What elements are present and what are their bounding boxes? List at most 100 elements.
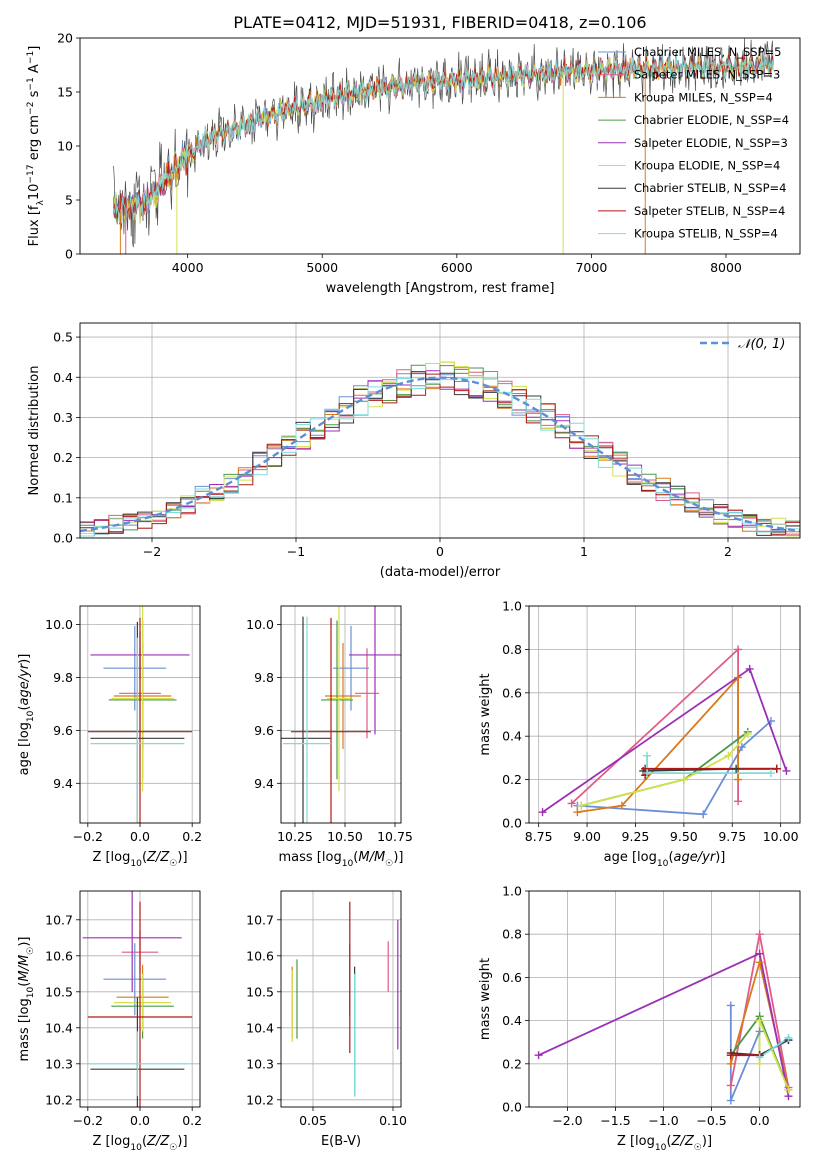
y-tick-label: 10.6 [45, 948, 73, 963]
weight-marker [573, 808, 582, 817]
weight-marker [726, 1051, 735, 1060]
weight-marker [726, 1001, 735, 1010]
axes-frame [79, 37, 801, 255]
x-tick-label: 0.2 [182, 829, 202, 844]
y-axis-label: mass [log10(M/M☉)] [17, 937, 36, 1062]
weight-marker [755, 1027, 764, 1036]
x-tick-label: 9.50 [670, 829, 698, 844]
y-tick-label: 10 [57, 139, 73, 154]
legend-entry: Kroupa ELODIE, N_SSP=4 [634, 159, 780, 173]
y-tick-label: 0.4 [502, 1013, 522, 1028]
y-tick-label: 20 [57, 31, 73, 46]
y-tick-label: 9.8 [53, 670, 73, 685]
weight-line-0 [577, 720, 772, 816]
x-tick-label: 0.0 [130, 829, 150, 844]
errorbar-point [113, 973, 172, 1032]
y-tick-label: 0.0 [502, 816, 522, 831]
x-tick-label: −2 [143, 544, 161, 559]
weight-marker [577, 801, 586, 810]
weight-marker [567, 799, 576, 808]
y-tick-label: 0.0 [53, 531, 73, 546]
weight-marker [726, 1096, 735, 1105]
residual-hist-8 [80, 377, 800, 537]
y-axis-label: mass weight [478, 673, 493, 755]
legend-entry: Salpeter STELIB, N_SSP=4 [634, 204, 785, 218]
weight-marker [726, 1081, 735, 1090]
plot-area-weight-vs-age [529, 606, 800, 823]
figure-title: PLATE=0412, MJD=51931, FIBERID=0418, z=0… [233, 13, 646, 32]
weight-marker [643, 751, 652, 760]
weight-marker [734, 645, 743, 654]
errorbar-point [87, 901, 193, 1107]
y-tick-label: 0.3 [53, 410, 73, 425]
weight-marker [699, 810, 708, 819]
y-tick-label: 9.6 [254, 723, 274, 738]
weight-marker [643, 769, 652, 778]
weight-marker [737, 743, 746, 752]
normal-curve [80, 376, 800, 533]
x-tick-label: 2 [724, 544, 732, 559]
weight-marker [755, 949, 764, 958]
errorbar-point [111, 606, 174, 792]
y-tick-label: 9.8 [254, 670, 274, 685]
x-tick-label: −1.0 [648, 1113, 678, 1128]
x-tick-label: 7000 [575, 260, 607, 275]
y-tick-label: 9.4 [53, 776, 73, 791]
y-tick-label: 10.7 [45, 912, 73, 927]
weight-marker [617, 801, 626, 810]
weight-marker [766, 769, 775, 778]
y-tick-label: 0.4 [53, 370, 73, 385]
weight-marker [755, 1053, 764, 1062]
x-tick-label: 10.25 [277, 829, 313, 844]
x-tick-label: 9.75 [718, 829, 746, 844]
y-tick-label: 10.7 [246, 912, 274, 927]
weight-marker [732, 764, 741, 773]
axes-weight-vs-age: 8.75 9.00 9.25 9.50 9.75 10.00 0.0 0.2 0.4 0.6 0.8… [478, 599, 801, 869]
x-tick-label: 8000 [710, 260, 742, 275]
spectrum-line-8 [113, 54, 774, 224]
y-tick-label: 0.1 [53, 490, 73, 505]
weight-marker [743, 730, 752, 739]
y-tick-label: 1.0 [502, 884, 522, 899]
x-tick-label: 0.05 [299, 1113, 327, 1128]
y-tick-label: 10.0 [45, 617, 73, 632]
y-tick-label: 10.2 [45, 1092, 73, 1107]
y-tick-label: 0 [65, 247, 73, 262]
y-tick-label: 1.0 [502, 599, 522, 614]
errorbar-point [90, 637, 185, 823]
weight-marker [538, 808, 547, 817]
x-tick-label: 10.00 [763, 829, 799, 844]
legend-entry: 𝒩(0, 1) [738, 337, 785, 352]
x-axis-label: (data-model)/error [380, 565, 501, 580]
errorbar-point [283, 616, 331, 823]
axes-age-vs-mass: 10.25 10.50 10.75 9.4 9.6 9.8 10.0 mass [log10(… [246, 605, 413, 869]
axes-frame [528, 605, 801, 824]
plot-area-residuals [80, 323, 800, 538]
y-tick-label: 10.5 [45, 984, 73, 999]
legend-entry: Kroupa STELIB, N_SSP=4 [634, 227, 778, 241]
errorbar-point [103, 625, 167, 711]
x-tick-label: 9.25 [622, 829, 650, 844]
x-tick-label: 9.00 [573, 829, 601, 844]
plot-area-mass-vs-ebv [281, 891, 401, 1107]
x-tick-label: −0.5 [696, 1113, 726, 1128]
axes-mass-vs-z: −0.2 0.0 0.2 10.2 10.3 10.4 10.5 10.6 10.7 Z [log… [17, 890, 202, 1153]
y-tick-label: 10.2 [246, 1092, 274, 1107]
plot-area-spectrum [113, 38, 774, 254]
weight-marker [755, 1016, 764, 1025]
y-axis-label: Normed distribution [27, 366, 42, 496]
y-tick-label: 0.8 [502, 642, 522, 657]
weight-marker [534, 1051, 543, 1060]
weight-marker [755, 930, 764, 939]
y-tick-label: 10.4 [45, 1020, 73, 1035]
y-tick-label: 0.5 [53, 330, 73, 345]
axes-frame [280, 890, 402, 1108]
x-tick-label: 1 [580, 544, 588, 559]
x-axis-label: wavelength [Angstrom, rest frame] [326, 281, 555, 296]
x-axis-label: Z [log10(Z/Z☉)] [92, 850, 187, 869]
errorbar-point [103, 943, 167, 1016]
y-tick-label: 9.6 [53, 723, 73, 738]
weight-line-2 [577, 675, 739, 813]
errorbar-point [349, 606, 401, 735]
